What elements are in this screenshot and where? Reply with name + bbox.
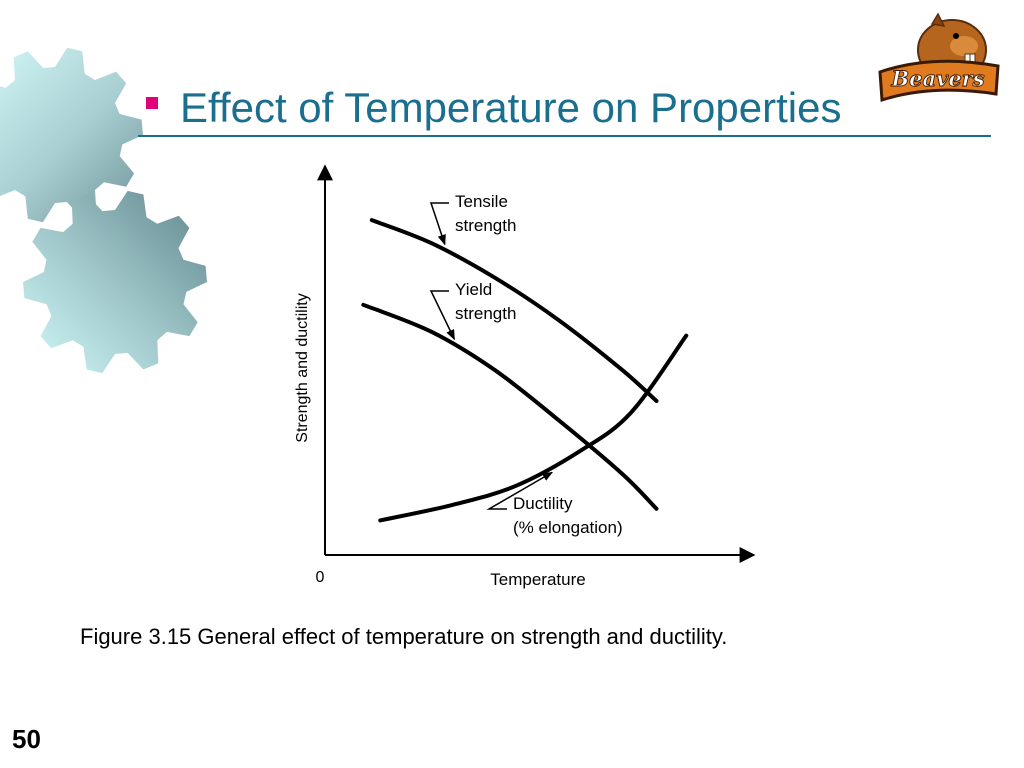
origin-label: 0 <box>316 569 325 586</box>
gear-top-icon <box>0 47 143 223</box>
series-line-1 <box>369 218 659 403</box>
beavers-logo: Beavers <box>878 12 1000 103</box>
series-label-1-line-2: strength <box>455 216 516 235</box>
series-label-3-line-2: (% elongation) <box>513 518 623 537</box>
series-label-3-line-1: Ductility <box>513 494 573 513</box>
series-label-leader-1 <box>429 202 449 246</box>
slide-title: Effect of Temperature on Properties <box>180 84 842 131</box>
series-label-leader-2 <box>429 290 456 341</box>
series-line-2 <box>361 302 659 511</box>
title-underline <box>138 135 991 137</box>
slide-number: 50 <box>12 724 41 754</box>
gear-bottom-icon <box>23 190 207 374</box>
logo-wordmark: Beavers <box>890 66 984 91</box>
series-line-3 <box>378 333 689 523</box>
gear-decoration <box>0 47 207 374</box>
y-axis-label: Strength and ductility <box>294 293 311 442</box>
series-label-leader-3 <box>486 471 554 510</box>
series-label-2-line-1: Yield <box>455 280 492 299</box>
x-axis-label: Temperature <box>490 570 585 589</box>
series-label-2-line-2: strength <box>455 304 516 323</box>
figure-caption: Figure 3.15 General effect of temperatur… <box>80 624 728 649</box>
series-label-1-line-1: Tensile <box>455 192 508 211</box>
title-bullet <box>146 97 158 109</box>
temperature-properties-chart: 0 Temperature Strength and ductility Ten… <box>294 164 756 589</box>
